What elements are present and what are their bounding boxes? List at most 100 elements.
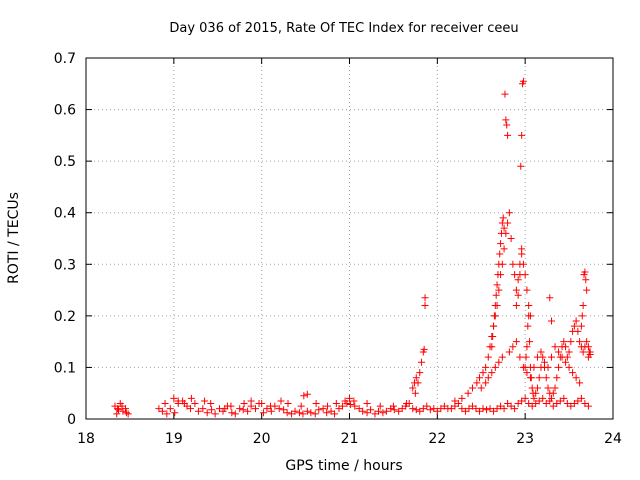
y-tick-label: 0.2 — [54, 309, 76, 325]
data-point — [535, 397, 543, 405]
data-point — [440, 402, 448, 410]
data-point — [359, 407, 367, 415]
data-point — [495, 260, 503, 268]
data-point — [505, 348, 513, 356]
data-point — [583, 338, 591, 346]
data-point — [403, 400, 411, 408]
data-point — [585, 348, 593, 356]
data-point — [484, 374, 492, 382]
data-point — [518, 397, 526, 405]
plot-frame — [85, 57, 614, 420]
data-point — [379, 409, 387, 417]
data-point — [458, 394, 466, 402]
data-point — [341, 397, 349, 405]
data-point — [475, 407, 483, 415]
data-point — [418, 358, 426, 366]
data-point — [530, 394, 538, 402]
data-point — [578, 312, 586, 320]
data-point — [516, 353, 524, 361]
x-axis-title: GPS time / hours — [285, 458, 402, 474]
data-point — [551, 384, 559, 392]
data-point — [163, 410, 171, 418]
data-point — [395, 407, 403, 415]
data-point — [522, 353, 530, 361]
data-point — [468, 402, 476, 410]
y-tick-labels: 0 0.1 0.2 0.3 0.4 0.5 0.6 0.7 — [54, 51, 76, 428]
data-point — [280, 406, 288, 414]
data-point — [161, 400, 169, 408]
x-tick-label: 21 — [341, 431, 359, 447]
data-point — [382, 407, 390, 415]
data-point — [532, 389, 540, 397]
data-point — [228, 409, 236, 417]
data-point — [409, 384, 417, 392]
data-point — [548, 317, 556, 325]
data-point — [493, 281, 501, 289]
data-point — [346, 394, 353, 402]
data-point — [376, 402, 384, 410]
data-point — [491, 302, 499, 310]
data-point — [570, 400, 578, 408]
data-point — [236, 405, 244, 413]
data-point — [488, 369, 496, 377]
data-point — [528, 402, 536, 410]
data-point — [122, 405, 130, 413]
data-point — [454, 400, 462, 408]
data-point — [553, 400, 561, 408]
data-point — [502, 116, 510, 124]
data-point — [553, 374, 561, 382]
data-point — [113, 410, 121, 418]
data-point — [509, 343, 517, 351]
data-point — [312, 400, 320, 408]
data-point — [303, 390, 311, 398]
data-point — [499, 214, 507, 222]
data-point — [315, 406, 323, 414]
data-point — [171, 409, 179, 417]
data-point — [479, 405, 487, 413]
y-tick-label: 0.3 — [54, 257, 76, 273]
x-tick-label: 19 — [165, 431, 183, 447]
data-point — [221, 405, 229, 413]
data-point — [258, 400, 266, 408]
data-point — [526, 374, 534, 382]
data-point — [416, 369, 424, 377]
chart-title: Day 036 of 2015, Rate Of TEC Index for r… — [169, 21, 518, 36]
data-point — [519, 77, 527, 85]
x-tick-label: 18 — [77, 431, 95, 447]
data-point — [514, 400, 522, 408]
data-point — [584, 343, 592, 351]
data-point — [537, 348, 545, 356]
data-point — [363, 409, 371, 417]
data-point — [567, 338, 575, 346]
data-point — [488, 343, 496, 351]
data-point — [363, 400, 371, 408]
data-point — [548, 394, 556, 402]
data-point — [542, 400, 550, 408]
data-point — [496, 250, 504, 258]
data-point — [283, 409, 291, 417]
data-point — [155, 405, 163, 413]
data-point — [299, 410, 307, 418]
data-point — [458, 405, 466, 413]
data-point — [419, 405, 427, 413]
data-point — [504, 131, 512, 139]
data-point — [423, 402, 431, 410]
y-axis-title: ROTI / TECUs — [6, 192, 22, 284]
y-tick-label: 0.1 — [54, 360, 76, 376]
data-point — [490, 312, 498, 320]
data-point — [482, 363, 490, 371]
data-point — [584, 402, 592, 410]
data-point — [201, 397, 209, 405]
data-point — [416, 407, 424, 415]
data-point — [191, 400, 199, 408]
data-point — [540, 358, 548, 366]
data-point — [523, 286, 531, 294]
data-point — [351, 402, 359, 410]
data-point — [231, 410, 239, 418]
data-point — [430, 405, 438, 413]
data-point — [389, 402, 397, 410]
data-point — [576, 379, 584, 387]
data-point — [507, 235, 515, 242]
data-point — [497, 402, 505, 410]
y-tick-label: 0.6 — [54, 103, 76, 119]
